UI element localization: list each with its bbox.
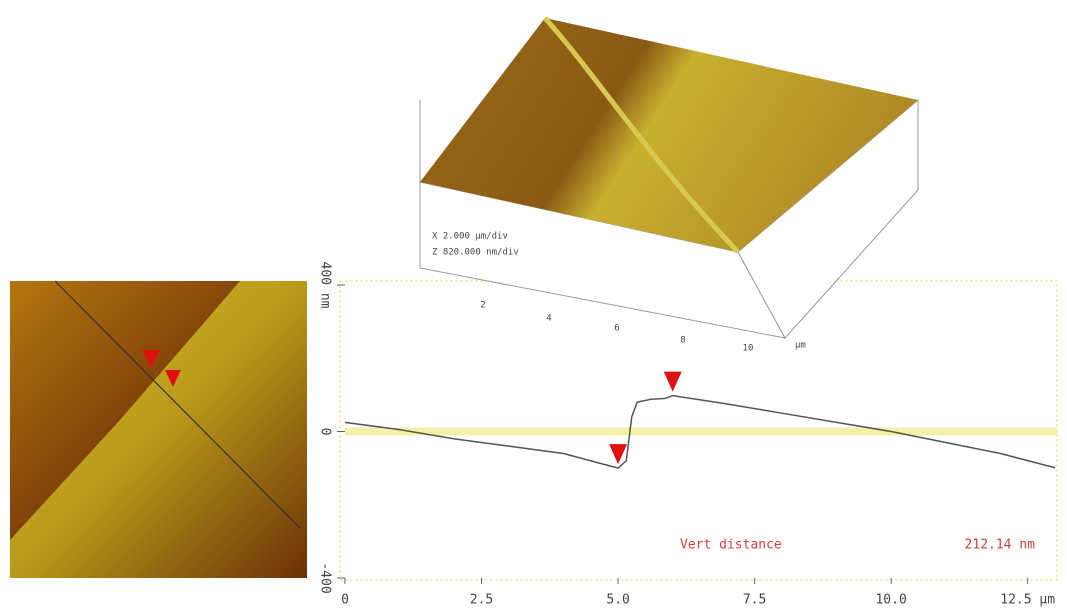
- zero-band: [345, 428, 1057, 436]
- scale-label: X 2.000 µm/div: [432, 232, 508, 242]
- x-tick-label: 2.5: [470, 593, 493, 608]
- surface-x-tick: 4: [546, 314, 551, 324]
- x-tick-label: 10.0: [875, 593, 906, 608]
- x-tick-label: 5.0: [606, 593, 629, 608]
- scale-label: Z 820.000 nm/div: [432, 248, 519, 258]
- surface-3d: X 2.000 µm/div Z 820.000 nm/div µm 2 4 6 8 1…: [420, 18, 918, 354]
- y-tick-label: 400 nm: [318, 262, 333, 309]
- y-tick-label: -400: [318, 562, 333, 593]
- surface-x-tick: 6: [614, 324, 619, 334]
- y-tick-label: 0: [318, 428, 333, 436]
- afm-image: [10, 281, 307, 578]
- marker: [609, 444, 627, 464]
- x-tick-label: 7.5: [743, 593, 766, 608]
- x-tick-label: 12.5 µm: [1000, 593, 1055, 608]
- surface-x-tick: 8: [680, 336, 685, 346]
- axis-unit: µm: [795, 341, 806, 351]
- annotation-value: 212.14 nm: [965, 538, 1036, 553]
- annotation-label: Vert distance: [680, 538, 782, 553]
- surface-x-tick: 2: [480, 301, 485, 311]
- x-tick-label: 0: [341, 593, 349, 608]
- figure: 400 nm 0 -400 0 2.5 5.0 7.5 10.0 12.5 µm Vert dis…: [0, 0, 1067, 610]
- marker: [664, 372, 682, 392]
- surface-x-tick: 10: [743, 344, 754, 354]
